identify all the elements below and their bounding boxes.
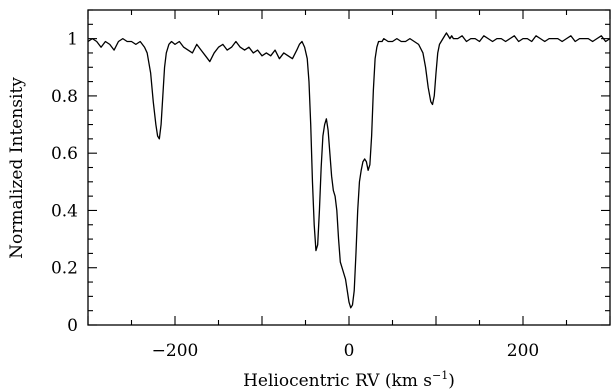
y-tick-label: 0 [67, 316, 78, 336]
y-tick-label: 0.6 [51, 144, 78, 164]
x-tick-label: −200 [152, 341, 199, 361]
x-tick-labels: −200 0 200 [152, 341, 540, 361]
x-axis-title-unit-exponent: −1 [432, 369, 448, 382]
y-tick-label: 1 [67, 30, 78, 50]
y-tick-label: 0.2 [51, 259, 78, 279]
y-tick-label: 0.4 [51, 201, 78, 221]
axis-ticks [87, 9, 611, 326]
y-axis-title: Normalized Intensity [7, 77, 27, 259]
x-tick-label: 200 [507, 341, 539, 361]
spectrum-line [87, 32, 611, 309]
y-tick-label: 0.8 [51, 87, 78, 107]
x-axis-title-main: Heliocentric RV (km s [243, 371, 432, 390]
x-axis-title: Heliocentric RV (km s−1) [243, 369, 455, 390]
y-tick-labels: 0 0.2 0.4 0.6 0.8 1 [51, 30, 78, 336]
x-axis-title-close: ) [448, 371, 455, 390]
series-group [87, 32, 611, 309]
x-tick-label: 0 [344, 341, 355, 361]
